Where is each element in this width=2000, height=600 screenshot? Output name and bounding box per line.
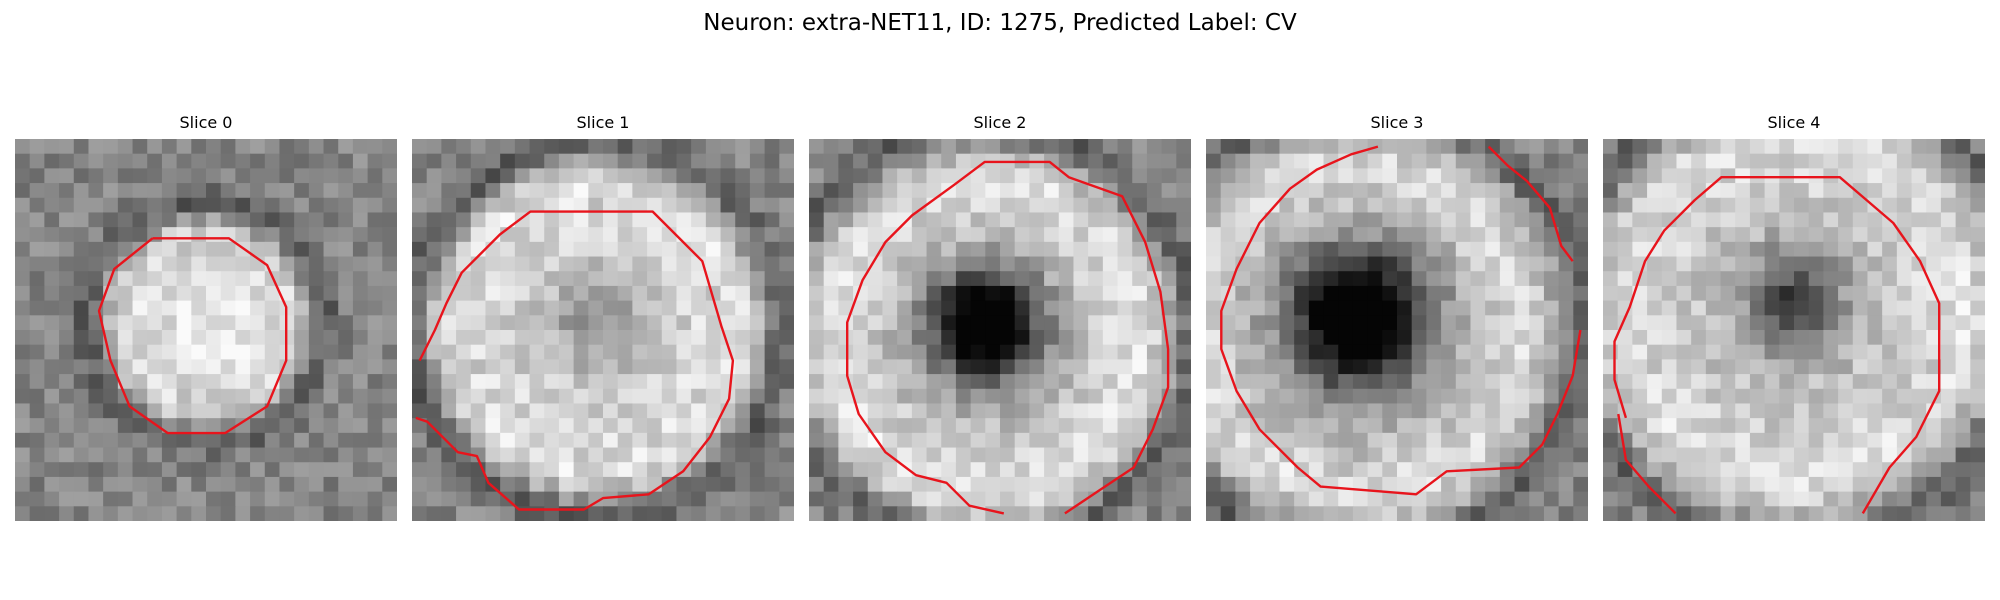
slice-panel-0: Slice 0: [15, 113, 397, 521]
slice-image: [809, 139, 1191, 521]
figure-title: Neuron: extra-NET11, ID: 1275, Predicted…: [0, 6, 2000, 40]
slice-image: [1206, 139, 1588, 521]
slice-image: [15, 139, 397, 521]
slice-title: Slice 0: [15, 113, 397, 133]
slice-panel-2: Slice 2: [809, 113, 1191, 521]
slice-title: Slice 2: [809, 113, 1191, 133]
pixel-grid: [15, 139, 397, 521]
slice-panel-4: Slice 4: [1603, 113, 1985, 521]
pixel-grid: [1603, 139, 1985, 521]
slice-panel-1: Slice 1: [412, 113, 794, 521]
slice-title: Slice 3: [1206, 113, 1588, 133]
slice-title: Slice 4: [1603, 113, 1985, 133]
slice-image: [412, 139, 794, 521]
slice-title: Slice 1: [412, 113, 794, 133]
slice-panel-3: Slice 3: [1206, 113, 1588, 521]
pixel-grid: [809, 139, 1191, 521]
pixel-grid: [412, 139, 794, 521]
slice-image: [1603, 139, 1985, 521]
pixel-grid: [1206, 139, 1588, 521]
